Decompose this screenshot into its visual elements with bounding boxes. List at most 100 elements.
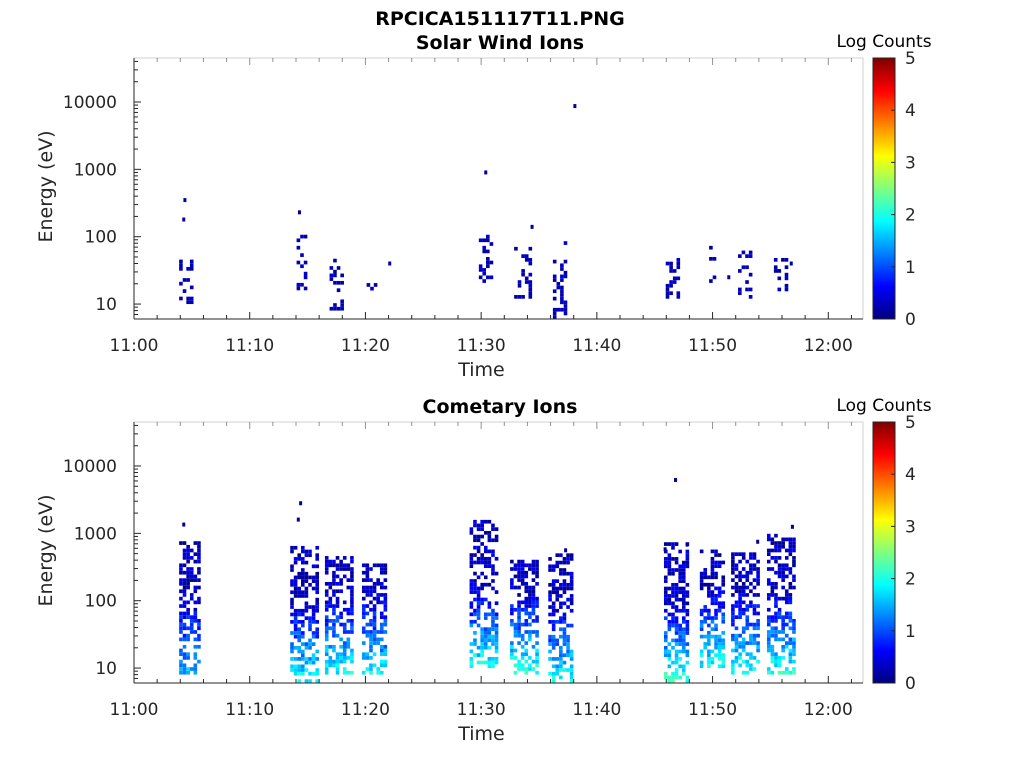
heatmap-cell — [707, 575, 711, 580]
heatmap-cell — [770, 652, 775, 657]
heatmap-cell — [361, 670, 366, 675]
heatmap-cell — [559, 664, 563, 669]
heatmap-cell — [369, 644, 373, 649]
y-axis-label: Energy (eV) — [35, 494, 57, 606]
heatmap-cell — [738, 633, 742, 638]
heatmap-cell — [548, 671, 552, 676]
heatmap-cell — [741, 552, 746, 557]
heatmap-cell — [731, 619, 735, 623]
heatmap-cell — [681, 586, 686, 591]
heatmap-cell — [469, 560, 474, 565]
heatmap-cell — [369, 589, 373, 594]
heatmap-cell — [671, 582, 675, 587]
heatmap-cell — [469, 564, 474, 569]
heatmap-cell — [560, 267, 564, 271]
heatmap-cell — [665, 287, 670, 292]
heatmap-cell — [369, 656, 373, 660]
heatmap-cell — [528, 589, 532, 594]
heatmap-cell — [562, 612, 567, 617]
heatmap-cell — [372, 581, 377, 586]
heatmap-cell — [749, 633, 753, 638]
heatmap-cell — [681, 668, 686, 672]
heatmap-cell — [350, 622, 354, 627]
heatmap-cell — [685, 631, 690, 635]
heatmap-cell — [333, 273, 337, 278]
heatmap-cell — [189, 570, 194, 575]
heatmap-cell — [781, 656, 785, 660]
heatmap-cell — [301, 575, 305, 580]
heatmap-cell — [555, 590, 560, 595]
heatmap-cell — [671, 601, 675, 606]
heatmap-cell — [714, 634, 718, 639]
heatmap-cell — [707, 608, 711, 613]
heatmap-cell — [379, 581, 384, 586]
heatmap-cell — [189, 300, 194, 305]
heatmap-cell — [531, 659, 536, 664]
heatmap-cell — [476, 612, 481, 617]
heatmap-cell — [678, 597, 682, 602]
heatmap-cell — [792, 544, 796, 549]
heatmap-cell — [681, 571, 686, 576]
isolated-point — [789, 261, 793, 266]
heatmap-cell — [311, 586, 316, 591]
heatmap-cell — [667, 568, 672, 572]
heatmap-cell — [361, 596, 366, 601]
heatmap-cell — [566, 653, 570, 658]
heatmap-cell — [300, 234, 304, 239]
heatmap-cell — [193, 574, 198, 579]
heatmap-cell — [483, 616, 488, 620]
y-tick-label: 100 — [85, 592, 117, 612]
heatmap-cell — [483, 634, 488, 639]
heatmap-cell — [487, 560, 492, 565]
heatmap-cell — [562, 571, 567, 576]
heatmap-cell — [332, 619, 336, 623]
heatmap-cell — [699, 653, 704, 657]
heatmap-cells — [179, 477, 796, 683]
heatmap-cell — [480, 553, 484, 557]
heatmap-cell — [770, 630, 775, 634]
heatmap-cell — [559, 668, 563, 672]
heatmap-cell — [663, 616, 668, 621]
heatmap-cell — [383, 596, 388, 601]
isolated-point — [663, 547, 667, 552]
heatmap-cell — [517, 585, 521, 590]
heatmap-cell — [383, 600, 388, 605]
heatmap-cell — [699, 619, 704, 624]
heatmap-cell — [685, 660, 690, 665]
heatmap-cell — [566, 642, 570, 646]
heatmap-cell — [379, 670, 384, 675]
heatmap-cell — [315, 557, 320, 561]
heatmap-cell — [756, 567, 760, 571]
heatmap-cell — [350, 585, 354, 590]
heatmap-cell — [487, 549, 492, 554]
heatmap-cell — [179, 581, 183, 586]
heatmap-cell — [681, 631, 686, 635]
heatmap-cell — [562, 568, 567, 572]
heatmap-cell — [781, 619, 785, 623]
heatmap-cell — [685, 553, 690, 558]
heatmap-cell — [555, 586, 560, 591]
heatmap-cell — [731, 570, 735, 575]
heatmap-cell — [491, 642, 495, 646]
heatmap-cell — [745, 585, 750, 590]
heatmap-cell — [197, 633, 201, 638]
colorbar-tick-label: 0 — [905, 674, 916, 694]
heatmap-cell — [301, 620, 305, 624]
heatmap-cell — [710, 590, 715, 594]
heatmap-cell — [531, 585, 536, 590]
heatmap-cell — [300, 264, 304, 269]
heatmap-cell — [678, 590, 682, 595]
heatmap-cell — [721, 579, 726, 583]
heatmap-cell — [383, 630, 388, 634]
heatmap-cell — [293, 657, 298, 661]
heatmap-cell — [531, 567, 536, 571]
heatmap-cell — [738, 254, 742, 258]
heatmap-cell — [494, 527, 499, 531]
heatmap-cell — [346, 611, 351, 616]
heatmap-cell — [480, 534, 484, 539]
heatmap-cell — [186, 652, 190, 657]
heatmap-cell — [520, 578, 525, 582]
heatmap-cell — [383, 570, 388, 575]
heatmap-cell — [784, 611, 789, 616]
heatmap-cell — [738, 585, 742, 590]
